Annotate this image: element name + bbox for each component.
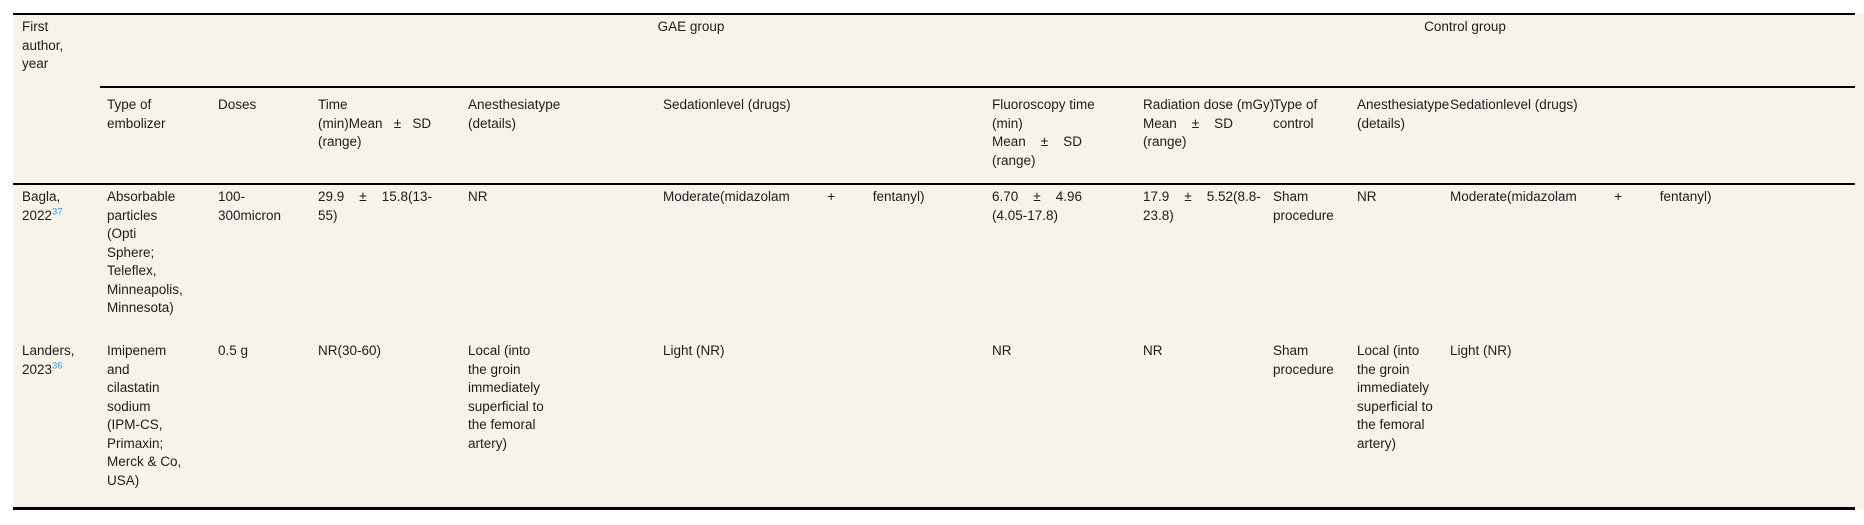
group-span-rule bbox=[100, 86, 1855, 88]
table-cell: 6.70 ± 4.96 (4.05-17.8) bbox=[992, 189, 1082, 223]
table-cell: Sham procedure bbox=[1273, 343, 1334, 377]
table-cell: Imipenem and cilastatin sodium (IPM-CS, … bbox=[107, 343, 182, 488]
citation-link[interactable]: 36 bbox=[52, 360, 63, 371]
col-header-time: Time (min)Mean ± SD (range) bbox=[318, 97, 432, 149]
table-cell: NR(30-60) bbox=[318, 343, 382, 358]
table-cell: Moderate(midazolam + fentanyl) bbox=[663, 189, 925, 204]
col-header-sedation-gae: Sedationlevel (drugs) bbox=[663, 97, 791, 112]
table-cell: 0.5 g bbox=[218, 343, 249, 358]
table-cell: Local (into the groin immediately superf… bbox=[468, 343, 544, 451]
col-header-fluoroscopy-time: Fluoroscopy time (min) Mean ± SD (range) bbox=[992, 97, 1095, 168]
table-cell: 17.9 ± 5.52(8.8- 23.8) bbox=[1143, 189, 1261, 223]
citation-link[interactable]: 37 bbox=[52, 206, 63, 217]
table-cell: Light (NR) bbox=[1450, 343, 1512, 358]
group-header-control: Control group bbox=[1424, 19, 1506, 34]
col-header-type-of-embolizer: Type of embolizer bbox=[107, 97, 166, 131]
table-cell: 29.9 ± 15.8(13- 55) bbox=[318, 189, 432, 223]
first-author-header: First author, year bbox=[22, 19, 64, 71]
table-cell: Sham procedure bbox=[1273, 189, 1334, 223]
col-header-type-of-control: Type of control bbox=[1273, 97, 1318, 131]
table-background bbox=[13, 13, 1864, 509]
col-header-radiation-dose: Radiation dose (mGy) Mean ± SD (range) bbox=[1143, 97, 1275, 149]
author-cell: Bagla, 202237 bbox=[22, 188, 102, 225]
table-cell: Light (NR) bbox=[663, 343, 725, 358]
table-bottom-rule bbox=[13, 507, 1855, 510]
col-header-anesthesia-control: Anesthesiatype (details) bbox=[1357, 97, 1450, 131]
table-cell: Absorbable particles (Opti Sphere; Telef… bbox=[107, 189, 183, 315]
table-cell: NR bbox=[468, 189, 488, 204]
table-cell: Local (into the groin immediately superf… bbox=[1357, 343, 1433, 451]
table-cell: NR bbox=[992, 343, 1012, 358]
author-name: Landers, 2023 bbox=[22, 343, 75, 377]
table-cell: NR bbox=[1357, 189, 1377, 204]
col-header-anesthesia-gae: Anesthesiatype (details) bbox=[468, 97, 561, 131]
table-cell: NR bbox=[1143, 343, 1163, 358]
table-cell: 100- 300micron bbox=[218, 189, 282, 223]
table-cell: Moderate(midazolam + fentanyl) bbox=[1450, 189, 1712, 204]
author-name: Bagla, 2022 bbox=[22, 189, 61, 223]
group-header-gae: GAE group bbox=[657, 19, 725, 34]
author-cell: Landers, 202336 bbox=[22, 342, 102, 379]
table-top-rule bbox=[13, 13, 1855, 15]
col-header-doses: Doses bbox=[218, 97, 257, 112]
header-bottom-rule bbox=[13, 183, 1855, 185]
col-header-sedation-control: Sedationlevel (drugs) bbox=[1450, 97, 1578, 112]
